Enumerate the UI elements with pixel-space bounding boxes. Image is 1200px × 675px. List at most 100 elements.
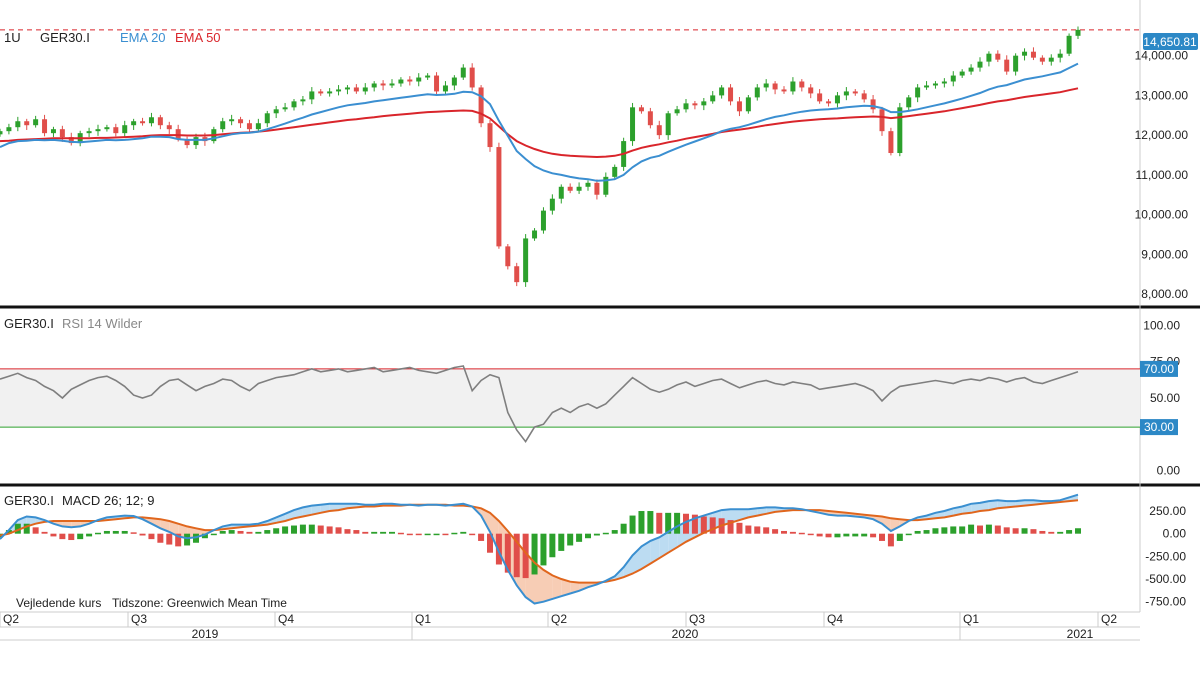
macd-histogram-bar[interactable] — [353, 530, 360, 534]
macd-histogram-bar[interactable] — [1075, 528, 1081, 534]
macd-histogram-bar[interactable] — [870, 533, 877, 538]
candle[interactable] — [585, 182, 591, 187]
candle[interactable] — [665, 113, 671, 136]
macd-histogram-bar[interactable] — [389, 531, 395, 534]
candle[interactable] — [906, 97, 912, 108]
macd-histogram-bar[interactable] — [433, 533, 440, 536]
candle[interactable] — [674, 109, 680, 114]
candle[interactable] — [514, 266, 520, 283]
candle[interactable] — [1075, 29, 1081, 36]
candle[interactable] — [425, 75, 431, 78]
macd-histogram-bar[interactable] — [1048, 531, 1055, 534]
macd-histogram-bar[interactable] — [941, 527, 948, 534]
candle[interactable] — [950, 75, 956, 82]
candle[interactable] — [1004, 59, 1010, 72]
candle[interactable] — [594, 182, 600, 195]
candle[interactable] — [487, 123, 493, 148]
candle[interactable] — [273, 109, 279, 114]
macd-histogram-bar[interactable] — [291, 525, 297, 534]
candle[interactable] — [549, 198, 555, 211]
macd-histogram-bar[interactable] — [264, 530, 271, 534]
macd-histogram-bar[interactable] — [691, 514, 698, 534]
ema50-line[interactable] — [0, 87, 1079, 159]
macd-histogram-bar[interactable] — [852, 533, 859, 537]
macd-histogram-bar[interactable] — [424, 533, 431, 536]
candle[interactable] — [808, 87, 814, 94]
macd-histogram-bar[interactable] — [41, 531, 48, 534]
candle[interactable] — [389, 83, 395, 86]
candle[interactable] — [1013, 55, 1019, 72]
macd-histogram-bar[interactable] — [861, 533, 868, 537]
macd-histogram-bar[interactable] — [629, 515, 636, 534]
macd-histogram-bar[interactable] — [219, 530, 226, 534]
candle[interactable] — [140, 121, 146, 124]
candle[interactable] — [1057, 53, 1063, 58]
macd-histogram-bar[interactable] — [727, 520, 734, 534]
macd-signal-line[interactable] — [0, 499, 1079, 584]
candle[interactable] — [166, 125, 172, 130]
macd-histogram-bar[interactable] — [772, 529, 779, 534]
candle[interactable] — [941, 81, 947, 84]
candle[interactable] — [826, 101, 832, 104]
candle[interactable] — [398, 79, 404, 84]
macd-histogram-bar[interactable] — [255, 531, 262, 534]
candle[interactable] — [6, 127, 12, 132]
macd-histogram-bar[interactable] — [879, 533, 885, 541]
macd-histogram-bar[interactable] — [299, 524, 306, 534]
macd-histogram-bar[interactable] — [959, 526, 966, 534]
candle[interactable] — [469, 67, 475, 88]
macd-histogram-bar[interactable] — [585, 533, 591, 539]
legend-ema20[interactable]: EMA 20 — [120, 30, 166, 45]
candle[interactable] — [754, 87, 760, 98]
candle[interactable] — [318, 91, 324, 94]
macd-histogram-bar[interactable] — [674, 512, 681, 534]
candle[interactable] — [157, 117, 163, 126]
candle[interactable] — [300, 99, 306, 102]
rsi-title[interactable]: RSI 14 Wilder — [62, 316, 143, 331]
candle[interactable] — [612, 166, 618, 177]
candle[interactable] — [309, 91, 315, 100]
macd-histogram-bar[interactable] — [130, 532, 137, 534]
candle[interactable] — [692, 103, 698, 106]
macd-histogram-bar[interactable] — [593, 533, 600, 536]
macd-histogram-bar[interactable] — [807, 533, 814, 536]
candle[interactable] — [24, 121, 30, 126]
macd-histogram-bar[interactable] — [683, 513, 689, 534]
candle[interactable] — [407, 79, 413, 82]
macd-histogram-bar[interactable] — [469, 533, 476, 536]
candle[interactable] — [380, 83, 386, 86]
candle[interactable] — [122, 125, 128, 134]
macd-histogram-bar[interactable] — [246, 531, 253, 534]
macd-histogram-bar[interactable] — [237, 530, 244, 534]
macd-histogram-bar[interactable] — [415, 533, 422, 536]
candle[interactable] — [416, 77, 422, 82]
candle[interactable] — [50, 129, 56, 134]
candle[interactable] — [852, 91, 858, 94]
macd-histogram-bar[interactable] — [977, 525, 983, 534]
macd-histogram-bar[interactable] — [736, 522, 743, 534]
macd-histogram-bar[interactable] — [344, 529, 351, 534]
rsi-symbol[interactable]: GER30.I — [4, 316, 54, 331]
candle[interactable] — [131, 121, 137, 126]
candle[interactable] — [1022, 51, 1028, 56]
macd-histogram-bar[interactable] — [201, 533, 208, 539]
candle[interactable] — [924, 85, 930, 88]
candle[interactable] — [229, 119, 235, 122]
macd-histogram-bar[interactable] — [175, 533, 182, 547]
candle[interactable] — [113, 127, 119, 134]
candle[interactable] — [834, 95, 840, 104]
macd-histogram-bar[interactable] — [50, 533, 57, 537]
macd-histogram-bar[interactable] — [273, 528, 280, 534]
candle[interactable] — [282, 107, 288, 110]
candle[interactable] — [0, 131, 3, 135]
candle[interactable] — [772, 83, 778, 90]
macd-histogram-bar[interactable] — [763, 527, 770, 534]
candle[interactable] — [59, 129, 65, 138]
candle[interactable] — [460, 67, 466, 78]
macd-histogram-bar[interactable] — [522, 533, 529, 579]
macd-histogram-bar[interactable] — [460, 531, 467, 534]
candle[interactable] — [220, 121, 226, 130]
candle[interactable] — [959, 71, 965, 76]
candle[interactable] — [719, 87, 725, 96]
macd-histogram-bar[interactable] — [282, 526, 289, 534]
